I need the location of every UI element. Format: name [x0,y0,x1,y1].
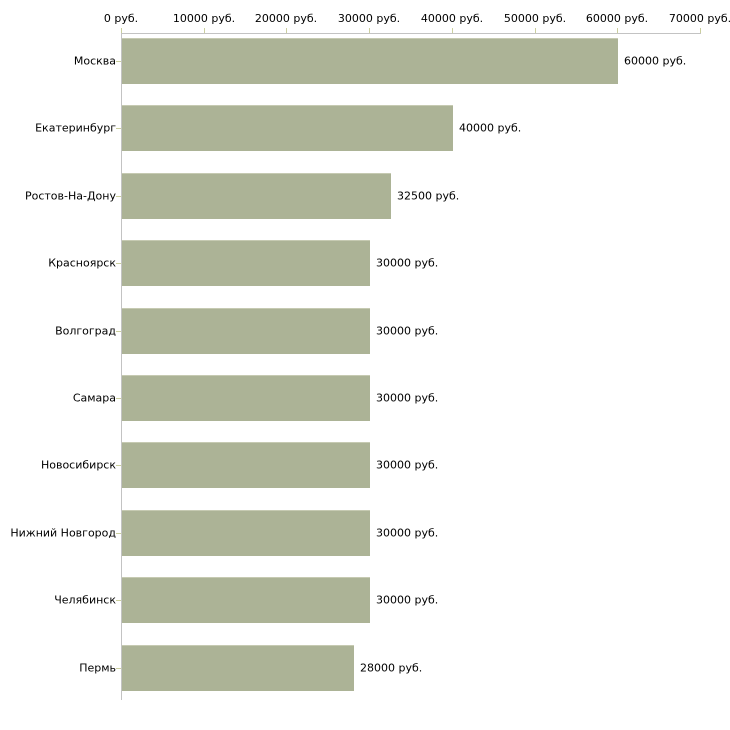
bar-value-label: 30000 руб. [376,526,439,540]
y-axis-category-label: Красноярск [48,256,116,270]
x-axis-tick-label: 60000 руб. [585,12,649,25]
y-axis-tick [116,331,121,332]
x-axis-tick-label: 30000 руб. [337,12,401,25]
x-axis-tick [204,28,205,33]
bar [122,240,370,286]
x-axis-tick [452,28,453,33]
x-axis-tick [286,28,287,33]
bar-value-label: 32500 руб. [397,189,460,203]
y-axis-category-label: Москва [73,54,116,68]
y-axis-category-label: Ростов-На-Дону [24,189,116,203]
bar [122,105,453,151]
y-axis-tick [116,128,121,129]
bar-value-label: 60000 руб. [624,54,687,68]
y-axis-tick [116,533,121,534]
x-axis-line [121,33,701,34]
y-axis-category-label: Новосибирск [40,458,116,472]
x-axis-tick [617,28,618,33]
bar-value-label: 28000 руб. [360,661,423,675]
y-axis-category-label: Челябинск [54,593,116,607]
y-axis-category-label: Пермь [79,661,116,675]
x-axis-tick-label: 20000 руб. [254,12,318,25]
y-axis-tick [116,668,121,669]
y-axis-tick [116,600,121,601]
bar-value-label: 30000 руб. [376,256,439,270]
bar [122,38,618,84]
y-axis-tick [116,61,121,62]
bar-value-label: 30000 руб. [376,391,439,405]
bar-value-label: 40000 руб. [459,121,522,135]
x-axis-tick [121,28,122,33]
x-axis-tick-label: 40000 руб. [420,12,484,25]
bar-value-label: 30000 руб. [376,324,439,338]
y-axis-category-label: Нижний Новгород [10,526,116,540]
bar [122,577,370,623]
y-axis-category-label: Самара [72,391,116,405]
bar-value-label: 30000 руб. [376,593,439,607]
y-axis-tick [116,465,121,466]
x-axis-tick-label: 0 руб. [103,12,139,25]
y-axis-tick [116,263,121,264]
x-axis-tick [700,28,701,33]
y-axis-category-label: Екатеринбург [35,121,116,135]
x-axis-tick-label: 10000 руб. [172,12,236,25]
bar [122,510,370,556]
y-axis-category-label: Волгоград [55,324,116,338]
bar [122,375,370,421]
y-axis-line [121,33,122,700]
bar [122,645,354,691]
bar-value-label: 30000 руб. [376,458,439,472]
x-axis-tick-label: 50000 руб. [503,12,567,25]
bar [122,442,370,488]
x-axis-tick [535,28,536,33]
bar [122,308,370,354]
x-axis-tick-label: 70000 руб. [668,12,730,25]
x-axis-tick [369,28,370,33]
y-axis-tick [116,398,121,399]
bar [122,173,391,219]
y-axis-tick [116,196,121,197]
